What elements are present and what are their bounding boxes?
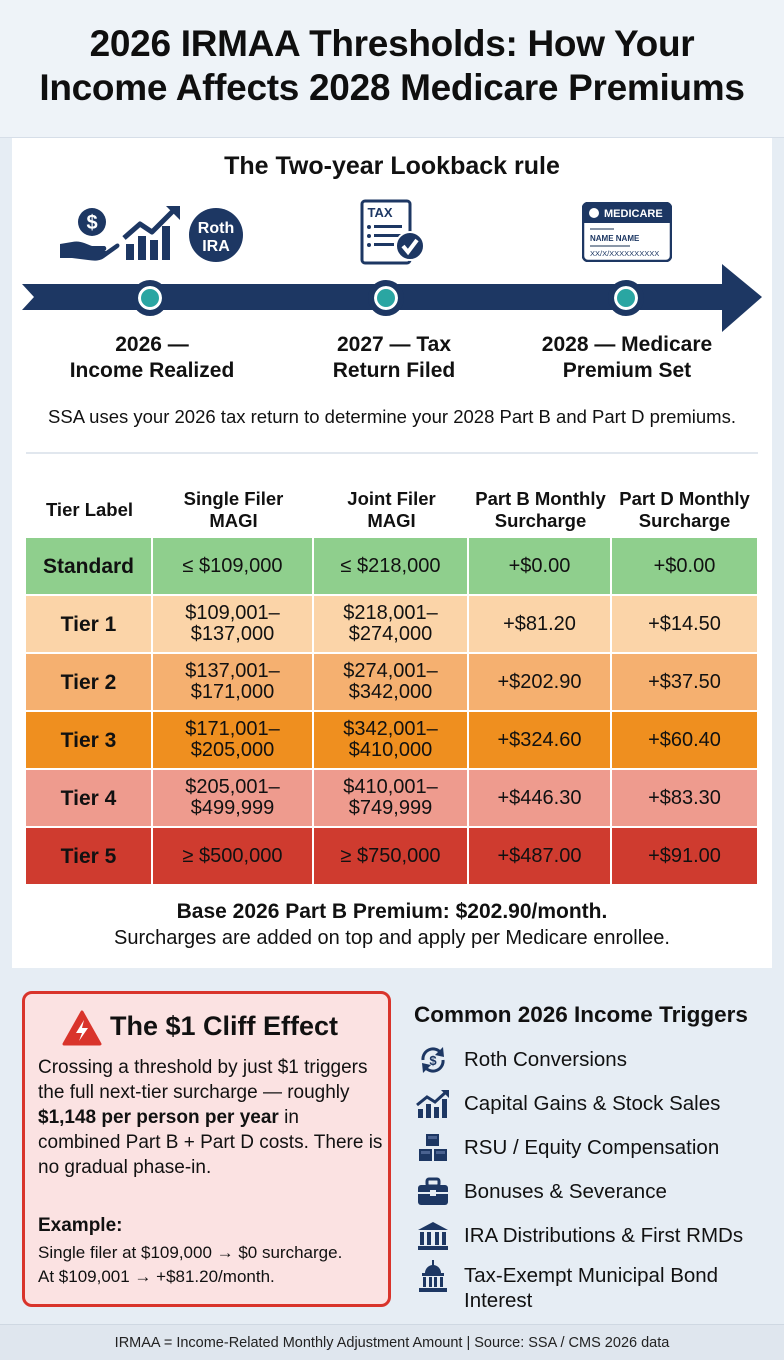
page-title-line2: Income Affects 2028 Medicare Premiums [39,67,745,108]
trigger-ira-distributions: IRA Distributions & First RMDs [414,1220,774,1252]
growth-chart-icon [122,204,182,267]
svg-text:$: $ [429,1053,437,1068]
trigger-bonuses: Bonuses & Severance [414,1176,774,1208]
phase-premium-set: 2028 — Medicare Premium Set [541,333,713,382]
phase-income-realized: 2026 — Income Realized [69,333,235,382]
example-text: Single filer at $109,000 → $0 surcharge.… [38,1243,343,1286]
phase-tax-return-filed: 2027 — Tax Return Filed [332,333,456,382]
part-b-cell: +$202.90 [469,654,612,710]
tax-form-icon: TAX [358,198,428,273]
medicare-card-name: NAME NAME [590,234,640,243]
header-banner [0,0,784,138]
base-premium-note: Base 2026 Part B Premium: $202.90/month. [176,900,608,923]
medicare-card-brand: MEDICARE [604,208,663,220]
page-title-line1: 2026 IRMAA Thresholds: How Your [89,23,695,64]
footer-source: IRMAA = Income-Related Monthly Adjustmen… [0,1324,784,1360]
trigger-rsu-equity: RSU / Equity Compensation [414,1132,774,1164]
cliff-body: Crossing a threshold by just $1 triggers… [38,1057,383,1178]
tax-form-label: TAX [367,205,392,220]
tier-label-cell: Standard [26,538,153,594]
municipal-building-icon [414,1260,452,1292]
roth-badge-line1: Roth [198,220,234,237]
single-filer-cell: $171,001– $205,000 [153,712,314,768]
single-filer-cell: ≥ $500,000 [153,828,314,884]
briefcase-icon [414,1176,452,1208]
bank-icon [414,1220,452,1252]
joint-filer-cell: $218,001– $274,000 [314,596,469,652]
cliff-title: The $1 Cliff Effect [110,1011,339,1041]
single-filer-cell: $109,001– $137,000 [153,596,314,652]
part-b-cell: +$324.60 [469,712,612,768]
tier-label-cell: Tier 4 [26,770,153,826]
tier-label-cell: Tier 5 [26,828,153,884]
header-part-b: Part B Monthly Surcharge [475,488,606,531]
tier-row: Tier 1 $109,001– $137,000 $218,001– $274,000… [26,596,757,654]
medicare-card-number: XX/X/XXXXXXXXXX [590,249,659,258]
part-b-cell: +$446.30 [469,770,612,826]
ssa-note: SSA uses your 2026 tax return to determi… [48,406,736,427]
roth-badge-line2: IRA [202,238,230,255]
roth-ira-icon: Roth IRA [187,206,245,269]
page-title: 2026 IRMAA Thresholds: How Your Income A… [10,22,774,110]
part-b-cell: +$81.20 [469,596,612,652]
header-single-filer: Single Filer MAGI [183,488,284,531]
tier-row: Tier 2 $137,001– $171,000 $274,001– $342,000… [26,654,757,712]
single-filer-cell: ≤ $109,000 [153,538,314,594]
part-d-cell: +$37.50 [648,670,721,693]
section-divider [26,452,758,454]
tier-label-cell: Tier 3 [26,712,153,768]
timeline-dot-2027 [368,280,404,316]
header-part-d: Part D Monthly Surcharge [619,488,750,531]
trigger-roth-conversions: $ Roth Conversions [414,1044,774,1076]
example-label: Example: [38,1215,123,1236]
timeline-dot-2028 [608,280,644,316]
triggers-title: Common 2026 Income Triggers [414,1002,748,1027]
hand-dollar-icon: $ [58,206,120,267]
part-d-cell: +$91.00 [648,844,721,867]
part-b-cell: +$487.00 [469,828,612,884]
header-joint-filer: Joint Filer MAGI [347,488,436,531]
single-filer-cell: $137,001– $171,000 [153,654,314,710]
part-d-cell: +$0.00 [653,554,716,577]
trigger-capital-gains: Capital Gains & Stock Sales [414,1088,774,1120]
tier-row: Tier 5 ≥ $500,000 ≥ $750,000 +$487.00 +$91.0… [26,828,757,886]
warning-icon [62,1010,102,1051]
joint-filer-cell: $274,001– $342,000 [314,654,469,710]
timeline-dot-2026 [132,280,168,316]
equity-blocks-icon [414,1132,452,1164]
joint-filer-cell: $342,001– $410,000 [314,712,469,768]
joint-filer-cell: ≤ $218,000 [314,538,469,594]
tier-row: Standard ≤ $109,000 ≤ $218,000 +$0.00 +$0.00 [26,538,757,596]
roth-conversion-icon: $ [414,1044,452,1076]
cliff-amount: $1,148 per person per year [38,1107,279,1128]
tier-label-cell: Tier 2 [26,654,153,710]
tier-row: Tier 3 $171,001– $205,000 $342,001– $410,000… [26,712,757,770]
capital-gains-icon [414,1088,452,1120]
surcharge-note: Surcharges are added on top and apply pe… [114,927,670,949]
trigger-municipal-bond: Tax-Exempt Municipal Bond Interest [414,1260,774,1313]
svg-text:$: $ [86,212,97,234]
tier-row: Tier 4 $205,001– $499,999 $410,001– $749,999… [26,770,757,828]
part-d-cell: +$14.50 [648,612,721,635]
part-d-cell: +$83.30 [648,786,721,809]
single-filer-cell: $205,001– $499,999 [153,770,314,826]
part-d-cell: +$60.40 [648,728,721,751]
lookback-title: The Two-year Lookback rule [224,152,560,180]
header-tier-label: Tier Label [45,499,134,520]
joint-filer-cell: ≥ $750,000 [314,828,469,884]
part-b-cell: +$0.00 [469,538,612,594]
tier-label-cell: Tier 1 [26,596,153,652]
joint-filer-cell: $410,001– $749,999 [314,770,469,826]
medicare-card-icon: MEDICARE NAME NAME XX/X/XXXXXXXXXX [581,201,673,267]
